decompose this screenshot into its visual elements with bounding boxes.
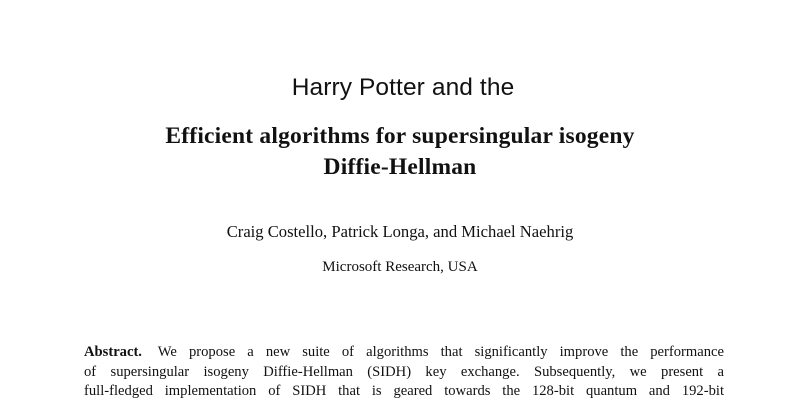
paper-title-line-1: Efficient algorithms for supersingular i…	[165, 123, 635, 149]
abstract-line-text: We propose a new suite of algorithms tha…	[157, 344, 724, 360]
paper-authors: Craig Costello, Patrick Longa, and Micha…	[226, 222, 574, 241]
abstract-line: full-fledged implementation of SIDH that…	[84, 383, 724, 399]
abstract-line: Abstract. We propose a new suite of algo…	[84, 343, 724, 363]
paper-affiliation: Microsoft Research, USA	[322, 259, 478, 275]
paper-title-line-2: Diffie-Hellman	[323, 154, 477, 180]
abstract-line: of supersingular isogeny Diffie-Hellman …	[84, 363, 724, 380]
title-prefix: Harry Potter and the	[291, 74, 515, 101]
abstract-block: Abstract. We propose a new suite of algo…	[84, 343, 724, 402]
abstract-label: Abstract.	[84, 344, 142, 360]
